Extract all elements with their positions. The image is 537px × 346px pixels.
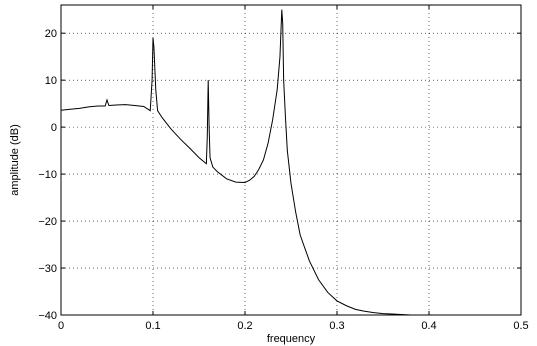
y-tick-label: −40	[38, 310, 57, 322]
x-tick-label: 0.2	[237, 320, 252, 332]
y-tick-label: 10	[45, 75, 57, 87]
y-axis-label: amplitude (dB)	[9, 124, 21, 196]
x-tick-labels: 0 0.1 0.2 0.3 0.4 0.5	[58, 320, 529, 332]
plot-frame	[60, 4, 522, 316]
x-tick-label: 0.3	[329, 320, 344, 332]
x-axis-label: frequency	[267, 333, 316, 345]
grid-lines	[60, 5, 522, 316]
y-tick-label: 0	[51, 122, 57, 134]
x-tick-label: 0.5	[513, 320, 528, 332]
x-tick-label: 0.4	[421, 320, 436, 332]
y-tick-labels: −40 −30 −20 −10 0 10 20	[38, 28, 57, 322]
y-tick-label: −30	[38, 263, 57, 275]
y-tick-label: 20	[45, 28, 57, 40]
x-tick-label: 0.1	[145, 320, 160, 332]
series-line	[60, 9, 521, 316]
x-tick-label: 0	[58, 320, 64, 332]
y-tick-label: −20	[38, 216, 57, 228]
y-tick-label: −10	[38, 169, 57, 181]
